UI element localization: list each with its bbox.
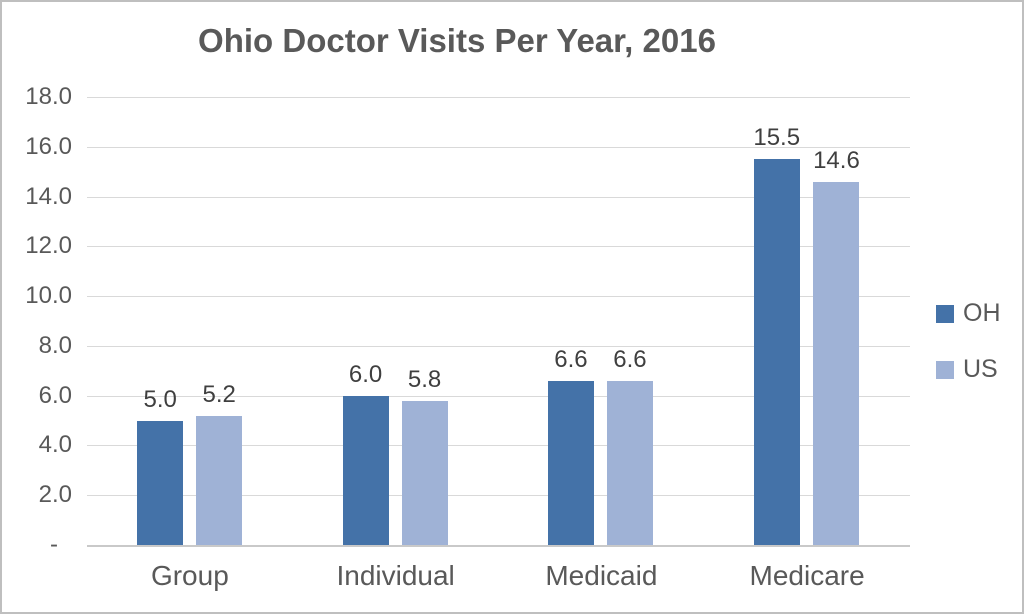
bar-wrap: 6.0 <box>342 360 389 545</box>
legend: OH US <box>936 299 1001 384</box>
bar-us-individual <box>401 400 448 545</box>
bar-oh-medicaid <box>547 380 594 545</box>
legend-label: OH <box>963 299 1001 327</box>
bar-value-label: 15.5 <box>753 124 801 152</box>
bar-oh-medicare <box>753 159 800 545</box>
bar-us-medicare <box>813 181 860 545</box>
y-axis-tick-label: - <box>50 531 58 558</box>
legend-swatch-icon <box>936 360 954 379</box>
y-axis-tick-label: 18.0 <box>25 83 72 110</box>
gridline <box>87 395 910 397</box>
bar-groups: 5.0 5.2 6.0 5.8 6.6 6.6 15.5 14.6 <box>87 97 910 545</box>
category-label: Group <box>150 560 229 591</box>
y-axis-tick-label: 6.0 <box>38 381 72 409</box>
y-axis-tick-label: 16.0 <box>25 132 72 160</box>
gridline <box>87 296 910 298</box>
legend-label: US <box>963 355 998 383</box>
y-axis-tick-label: 10.0 <box>25 282 72 310</box>
gridline <box>87 97 910 98</box>
bar-group: 6.0 5.8 <box>342 360 448 545</box>
legend-swatch-icon <box>936 304 954 323</box>
category-label: Individual <box>336 560 455 591</box>
gridline <box>87 246 910 248</box>
bar-value-label: 6.6 <box>613 345 647 373</box>
legend-item-oh: OH <box>936 299 1001 328</box>
bar-wrap: 5.2 <box>196 380 243 545</box>
bar-oh-individual <box>342 395 389 545</box>
y-axis-tick-label: 4.0 <box>38 431 72 459</box>
bar-value-label: 5.8 <box>407 365 442 393</box>
y-axis-tick-label: 14.0 <box>25 182 72 210</box>
bar-us-medicaid <box>606 380 653 545</box>
bar-value-label: 5.0 <box>143 385 177 413</box>
category-label: Medicare <box>749 560 865 591</box>
gridline <box>87 146 910 148</box>
y-axis-tick-label: 8.0 <box>38 331 72 359</box>
bar-group: 6.6 6.6 <box>547 345 653 545</box>
bar-oh-group <box>137 420 184 545</box>
bar-wrap: 15.5 <box>753 124 800 545</box>
bar-us-group <box>196 415 243 545</box>
plot-area: 5.0 5.2 6.0 5.8 6.6 6.6 15.5 14.6 <box>87 97 910 547</box>
chart-title: Ohio Doctor Visits Per Year, 2016 <box>198 22 716 59</box>
y-axis: 18.0 16.0 14.0 12.0 10.0 8.0 6.0 4.0 2.0 - <box>2 83 72 558</box>
bar-value-label: 5.2 <box>202 380 236 408</box>
bar-value-label: 6.6 <box>554 345 588 373</box>
bar-wrap: 14.6 <box>813 147 860 545</box>
y-axis-tick-label: 2.0 <box>38 481 72 509</box>
bar-value-label: 6.0 <box>348 360 383 388</box>
bar-wrap: 5.0 <box>137 385 184 545</box>
bar-wrap: 6.6 <box>606 345 653 545</box>
bar-group: 15.5 14.6 <box>753 124 860 545</box>
gridline <box>87 345 910 347</box>
gridline <box>87 196 910 198</box>
y-axis-tick-label: 12.0 <box>25 232 72 260</box>
category-label: Medicaid <box>545 560 658 591</box>
bar-group: 5.0 5.2 <box>137 380 243 545</box>
legend-item-us: US <box>936 355 1001 384</box>
gridline <box>87 445 910 447</box>
gridline <box>87 495 910 497</box>
bar-value-label: 14.6 <box>813 146 860 174</box>
x-axis: Group Individual Medicaid Medicare <box>87 560 910 592</box>
bar-wrap: 5.8 <box>401 365 448 545</box>
bar-wrap: 6.6 <box>547 345 594 545</box>
